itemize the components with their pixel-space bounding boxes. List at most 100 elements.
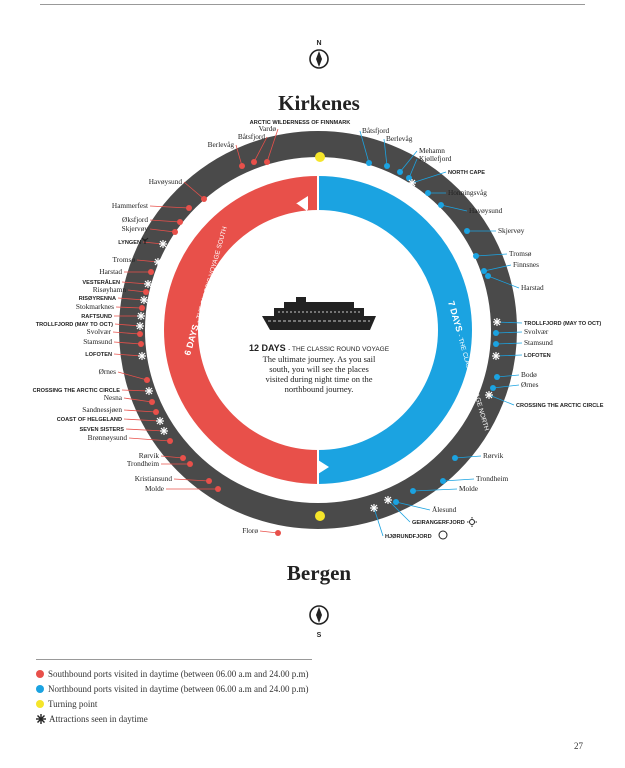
north-port-troms: Tromsø [509, 249, 532, 258]
attraction-star-icon [159, 240, 167, 248]
south-port-dot [172, 229, 178, 235]
south-port-flor: Florø [242, 526, 258, 535]
south-port-lyngen: LYNGEN [118, 240, 141, 246]
attraction-star-icon [384, 496, 392, 504]
legend-southbound: Southbound ports visited in daytime (bet… [36, 667, 308, 681]
north-port-dot [384, 163, 390, 169]
north-port-lofoten: LOFOTEN [524, 353, 551, 359]
north-port-kj-llefjord: Kjøllefjord [419, 154, 452, 163]
south-port-dot [187, 461, 193, 467]
north-port-dot [493, 341, 499, 347]
south-port-vard: Vardø [259, 124, 277, 133]
north-port-hav-ysund: Havøysund [469, 206, 503, 215]
attraction-star-icon [485, 391, 493, 399]
south-port-ba-tsfjord: Båtsfjord [238, 132, 266, 141]
north-port-molde: Molde [459, 484, 478, 493]
south-port-dot [177, 219, 183, 225]
south-port-molde: Molde [145, 484, 164, 493]
northbound-arrow-icon [318, 460, 329, 474]
south-port-seven-sisters: SEVEN SISTERS [80, 427, 125, 433]
legend-southbound-label: Southbound ports visited in daytime (bet… [48, 669, 309, 679]
south-terminus-title: Bergen [287, 561, 351, 585]
south-compass-label: S [317, 632, 322, 639]
north-port-ba-tsfjord: Båtsfjord [362, 126, 390, 135]
north-port-r-rvik: Rørvik [483, 451, 504, 460]
attraction-star-icon [137, 312, 145, 320]
north-port-dot [473, 253, 479, 259]
north-port-berleva-g: Berlevåg [386, 134, 413, 143]
north-port-rnes: Ørnes [521, 380, 539, 389]
north-port-harstad: Harstad [521, 283, 544, 292]
south-port-dot [167, 438, 173, 444]
northbound-dot-icon [36, 685, 44, 693]
south-port-lofoten: LOFOTEN [85, 352, 112, 358]
north-port-dot [485, 273, 491, 279]
north-port-dot [464, 228, 470, 234]
north-port-a-lesund: Ålesund [432, 505, 457, 514]
attraction-star-icon [492, 352, 500, 360]
north-port-crossing-the-arctic-circle: CROSSING THE ARCTIC CIRCLE [516, 403, 604, 409]
attraction-star-icon [156, 417, 164, 425]
north-port-mehamn: Mehamn [419, 146, 445, 155]
route-map: N Kirkenes 6 DAYS - THE CLASSIC VOYAGE S… [33, 40, 604, 639]
southbound-arrow-icon [297, 196, 308, 210]
legend-northbound: Northbound ports visited in daytime (bet… [36, 682, 308, 696]
center-line-1: The ultimate journey. As you sail [263, 354, 376, 364]
turning-dot-icon [36, 700, 44, 708]
attraction-star-icon [370, 504, 378, 512]
south-port-harstad: Harstad [99, 267, 122, 276]
south-port-stamsund: Stamsund [83, 337, 112, 346]
north-terminus-title: Kirkenes [278, 91, 360, 115]
sun-icon [467, 517, 477, 527]
legend-divider [36, 659, 312, 660]
center-line-2: south, you will see the places [269, 364, 369, 374]
south-port-dot [186, 205, 192, 211]
south-port-stokmarknes: Stokmarknes [76, 302, 114, 311]
south-port-arctic-wilderness-of-finnmark: ARCTIC WILDERNESS OF FINNMARK [250, 120, 351, 126]
south-port-dot [153, 409, 159, 415]
page-number: 27 [574, 741, 583, 751]
south-port-dot [201, 196, 207, 202]
south-port-trollfjord-may-to-oct: TROLLFJORD (MAY TO OCT) [36, 322, 113, 328]
south-port-br-nn-ysund: Brønnøysund [88, 433, 128, 442]
south-port-dot [138, 341, 144, 347]
plant-icon [141, 237, 149, 244]
north-port-dot [366, 160, 372, 166]
south-port-ksfjord: Øksfjord [122, 215, 148, 224]
south-port-nesna: Nesna [104, 393, 123, 402]
south-port-sandnessj-en: Sandnessjøen [82, 405, 122, 414]
southbound-dot-icon [36, 670, 44, 678]
north-port-dot [410, 488, 416, 494]
top-divider [40, 4, 585, 5]
attraction-star-icon [138, 352, 146, 360]
center-line-3: visited during night time on the [266, 374, 373, 384]
southbound-ports: ARCTIC WILDERNESS OF FINNMARKVardøBåtsfj… [33, 120, 351, 536]
north-compass-label: N [316, 40, 321, 47]
south-port-dot [251, 159, 257, 165]
attraction-star-icon [144, 280, 152, 288]
south-port-dot [264, 159, 270, 165]
north-port-dot [397, 169, 403, 175]
north-port-svolv-r: Svolvær [524, 327, 549, 336]
flower-icon [438, 530, 448, 540]
north-port-dot [406, 175, 412, 181]
attraction-star-icon [36, 714, 46, 724]
south-port-dot [215, 486, 221, 492]
turning-point-south [315, 511, 325, 521]
south-port-ris-yhamn: Risøyhamn [93, 285, 127, 294]
attraction-star-icon [136, 322, 144, 330]
legend-turning-label: Turning point [48, 699, 98, 709]
south-port-raftsund: RAFTSUND [81, 314, 112, 320]
south-port-dot [137, 331, 143, 337]
north-port-hj-rundfjord: HJØRUNDFJORD [385, 534, 432, 540]
turning-point-north [315, 152, 325, 162]
south-port-dot [239, 163, 245, 169]
south-port-dot [148, 269, 154, 275]
northbound-arc [317, 176, 472, 484]
north-port-dot [393, 499, 399, 505]
north-port-bod: Bodø [521, 370, 537, 379]
south-port-crossing-the-arctic-circle: CROSSING THE ARCTIC CIRCLE [33, 388, 121, 394]
north-port-dot [490, 385, 496, 391]
south-port-hav-ysund: Havøysund [149, 177, 183, 186]
